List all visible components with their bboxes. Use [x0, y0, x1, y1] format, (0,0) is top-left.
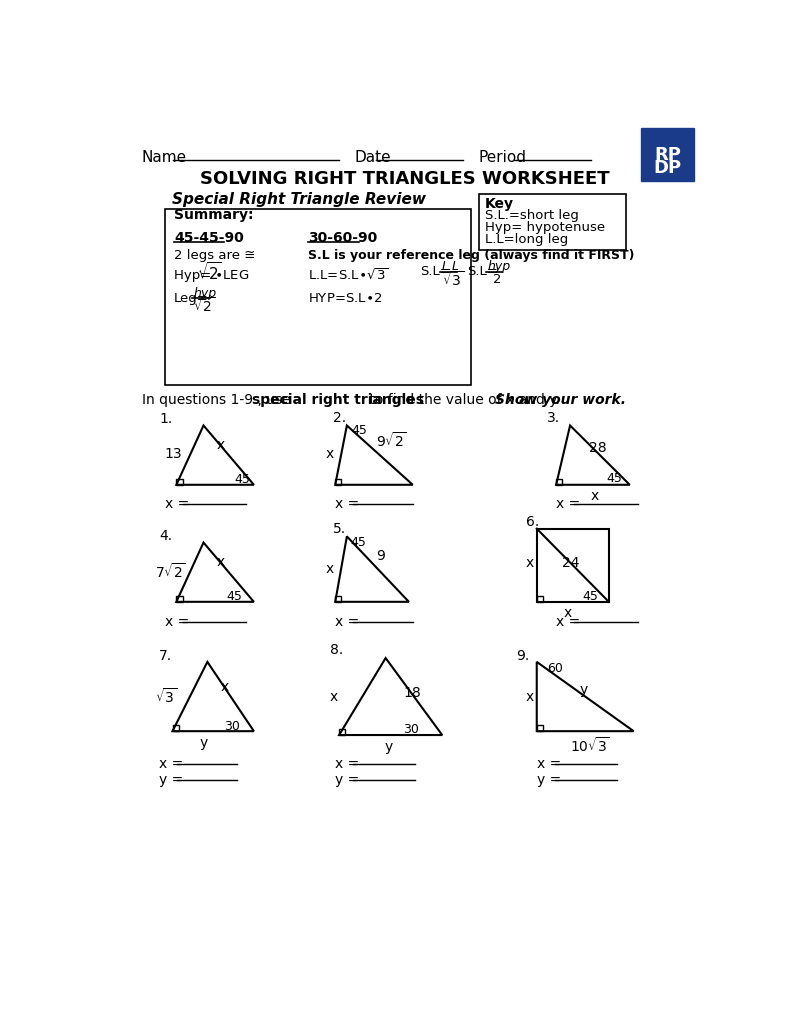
Text: y =: y = — [335, 773, 364, 787]
Text: x: x — [564, 606, 572, 621]
Text: 2: 2 — [493, 273, 501, 287]
Text: x =: x = — [335, 614, 364, 629]
Text: 5.: 5. — [333, 521, 346, 536]
Text: 45: 45 — [227, 590, 243, 603]
Text: DP: DP — [653, 159, 682, 176]
Text: 45-45-90: 45-45-90 — [174, 231, 244, 246]
Text: S.L.=short leg: S.L.=short leg — [485, 209, 579, 222]
Text: L.L: L.L — [441, 260, 460, 272]
Text: 2 legs are ≅: 2 legs are ≅ — [174, 249, 255, 262]
Bar — [479, 195, 626, 250]
Text: x: x — [326, 447, 335, 461]
Text: x: x — [326, 562, 335, 577]
Text: 4.: 4. — [159, 529, 172, 544]
Text: Hyp=: Hyp= — [174, 269, 216, 282]
Text: Date: Date — [354, 151, 392, 165]
Text: 45: 45 — [582, 590, 598, 603]
Text: hyp: hyp — [487, 260, 510, 272]
Bar — [537, 528, 609, 602]
Text: 8.: 8. — [330, 643, 343, 657]
Text: HYP=S.L$\bullet$2: HYP=S.L$\bullet$2 — [308, 292, 383, 305]
Text: $\sqrt{2}$: $\sqrt{2}$ — [194, 296, 215, 314]
Text: 45: 45 — [350, 536, 366, 549]
Text: 7$\sqrt{2}$: 7$\sqrt{2}$ — [155, 562, 186, 582]
Text: x: x — [217, 555, 225, 568]
Text: x: x — [591, 488, 600, 503]
Text: x: x — [217, 437, 225, 452]
Text: Special Right Triangle Review: Special Right Triangle Review — [172, 193, 426, 208]
Text: Period: Period — [479, 151, 527, 165]
Text: RP: RP — [654, 146, 681, 164]
Text: to find the value of x and y.: to find the value of x and y. — [365, 393, 568, 408]
Text: 45: 45 — [234, 473, 251, 486]
Text: special right triangles: special right triangles — [252, 393, 423, 408]
Text: 7.: 7. — [159, 649, 172, 663]
Text: x: x — [525, 689, 533, 703]
Text: 13: 13 — [165, 447, 183, 461]
Text: x =: x = — [335, 497, 364, 511]
Text: $\sqrt{2}$: $\sqrt{2}$ — [197, 261, 222, 284]
Text: SOLVING RIGHT TRIANGLES WORKSHEET: SOLVING RIGHT TRIANGLES WORKSHEET — [200, 170, 610, 188]
Text: Summary:: Summary: — [174, 208, 254, 222]
Text: 45: 45 — [607, 472, 623, 485]
Text: S.L=: S.L= — [421, 265, 451, 278]
Text: 30: 30 — [403, 723, 419, 736]
Text: x =: x = — [556, 614, 585, 629]
Text: Name: Name — [142, 151, 187, 165]
Text: x: x — [221, 680, 229, 694]
Text: 3.: 3. — [547, 411, 560, 425]
Text: 9.: 9. — [516, 649, 529, 663]
Text: y =: y = — [537, 773, 566, 787]
Text: x: x — [526, 556, 534, 570]
Text: x =: x = — [165, 497, 193, 511]
Text: $\bullet$LEG: $\bullet$LEG — [214, 269, 248, 282]
Text: In questions 1-9 , use: In questions 1-9 , use — [142, 393, 294, 408]
Text: S.L=: S.L= — [467, 265, 498, 278]
Text: 9: 9 — [377, 549, 385, 562]
Text: 9$\sqrt{2}$: 9$\sqrt{2}$ — [377, 431, 407, 451]
Text: Key: Key — [485, 197, 514, 211]
Text: L.L=long leg: L.L=long leg — [485, 233, 568, 247]
Text: 30-60-90: 30-60-90 — [308, 231, 377, 246]
Text: Show your work.: Show your work. — [495, 393, 626, 408]
Text: x: x — [330, 689, 338, 703]
Text: x =: x = — [537, 757, 566, 770]
Text: 1.: 1. — [159, 413, 172, 426]
Text: 6.: 6. — [526, 515, 539, 528]
Text: 10$\sqrt{3}$: 10$\sqrt{3}$ — [570, 735, 610, 755]
Text: 2.: 2. — [333, 411, 346, 425]
Bar — [642, 128, 694, 180]
Text: 60: 60 — [547, 662, 562, 675]
Text: 45: 45 — [351, 424, 367, 437]
Text: x =: x = — [165, 614, 193, 629]
Text: 28: 28 — [589, 440, 607, 455]
Text: $\sqrt{3}$: $\sqrt{3}$ — [155, 687, 176, 706]
Text: S.L is your reference leg (always find it FIRST): S.L is your reference leg (always find i… — [308, 249, 634, 262]
Bar — [165, 209, 471, 385]
Text: x =: x = — [335, 757, 364, 770]
Text: y: y — [384, 739, 392, 754]
Text: 30: 30 — [225, 720, 240, 733]
Text: $\sqrt{3}$: $\sqrt{3}$ — [442, 270, 464, 290]
Text: y: y — [579, 683, 588, 697]
Text: y: y — [199, 736, 208, 751]
Text: y =: y = — [159, 773, 188, 787]
Text: hyp: hyp — [194, 288, 217, 300]
Text: x =: x = — [556, 497, 585, 511]
Text: Hyp= hypotenuse: Hyp= hypotenuse — [485, 221, 605, 234]
Text: Leg=: Leg= — [174, 292, 209, 305]
Text: x =: x = — [159, 757, 188, 770]
Text: 18: 18 — [403, 686, 421, 699]
Text: 24: 24 — [562, 556, 579, 570]
Text: L.L=S.L$\bullet\sqrt{3}$: L.L=S.L$\bullet\sqrt{3}$ — [308, 267, 388, 283]
